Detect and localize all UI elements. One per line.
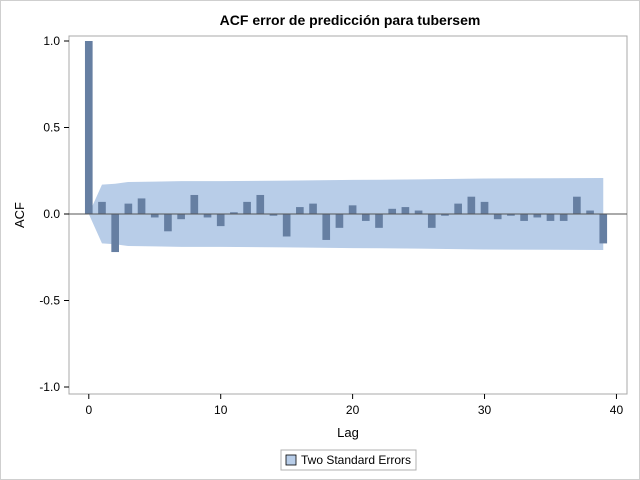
acf-bar-lag-28 bbox=[454, 203, 462, 214]
acf-bar-lag-0 bbox=[84, 41, 93, 214]
acf-bar-lag-4 bbox=[137, 198, 146, 214]
acf-bar-lag-23 bbox=[388, 208, 397, 214]
acf-bar-lag-5 bbox=[150, 214, 159, 218]
x-tick-label-0: 0 bbox=[85, 403, 92, 417]
acf-bar-lag-35 bbox=[546, 214, 555, 221]
acf-bar-lag-15 bbox=[282, 214, 291, 237]
acf-bar-lag-9 bbox=[203, 214, 212, 218]
y-axis-label: ACF bbox=[12, 202, 27, 228]
x-axis: 0 10 20 30 40 bbox=[85, 394, 623, 417]
y-tick-label-0: -1.0 bbox=[39, 380, 60, 394]
chart-title: ACF error de predicción para tubersem bbox=[220, 12, 481, 28]
acf-bar-lag-25 bbox=[414, 210, 423, 214]
acf-bar-lag-3 bbox=[124, 203, 133, 214]
acf-bar-lag-20 bbox=[348, 205, 357, 214]
acf-bar-lag-12 bbox=[243, 201, 251, 214]
acf-bar-lag-8 bbox=[190, 194, 199, 214]
legend-label: Two Standard Errors bbox=[301, 453, 411, 467]
acf-bar-lag-32 bbox=[507, 214, 515, 216]
x-tick-label-30: 30 bbox=[478, 403, 492, 417]
y-tick-label-1: -0.5 bbox=[39, 294, 60, 308]
x-tick-label-20: 20 bbox=[346, 403, 360, 417]
acf-bar-lag-36 bbox=[559, 214, 568, 221]
x-axis-label: Lag bbox=[337, 425, 359, 440]
acf-bar-lag-38 bbox=[586, 210, 594, 214]
acf-bar-lag-14 bbox=[269, 214, 278, 216]
acf-bar-lag-31 bbox=[493, 214, 502, 220]
acf-bar-lag-34 bbox=[533, 214, 542, 218]
acf-bars bbox=[84, 41, 608, 253]
acf-bar-lag-39 bbox=[599, 214, 608, 244]
acf-bar-lag-7 bbox=[177, 214, 185, 220]
acf-bar-lag-11 bbox=[230, 212, 238, 214]
acf-bar-lag-13 bbox=[256, 194, 265, 214]
y-tick-label-3: 0.5 bbox=[43, 121, 60, 135]
y-tick-label-2: 0.0 bbox=[43, 207, 60, 221]
x-tick-label-40: 40 bbox=[610, 403, 624, 417]
acf-bar-lag-33 bbox=[520, 214, 528, 221]
acf-bar-lag-22 bbox=[375, 214, 383, 228]
y-axis: -1.0 -0.5 0.0 0.5 1.0 bbox=[39, 34, 69, 394]
x-tick-label-10: 10 bbox=[214, 403, 228, 417]
acf-bar-lag-29 bbox=[467, 196, 476, 214]
acf-bar-lag-19 bbox=[335, 214, 344, 228]
acf-bar-lag-16 bbox=[296, 207, 304, 214]
acf-bar-lag-30 bbox=[480, 201, 489, 214]
legend-frame bbox=[280, 449, 417, 471]
acf-bar-lag-27 bbox=[441, 214, 449, 216]
acf-bar-lag-24 bbox=[401, 207, 410, 214]
acf-bar-lag-26 bbox=[427, 214, 436, 228]
acf-bar-lag-1 bbox=[98, 201, 106, 214]
acf-bar-lag-2 bbox=[111, 214, 119, 253]
y-tick-label-4: 1.0 bbox=[43, 34, 60, 48]
legend-swatch bbox=[285, 454, 297, 466]
acf-bar-lag-37 bbox=[573, 196, 581, 214]
legend: Two Standard Errors bbox=[280, 449, 417, 471]
acf-bar-lag-21 bbox=[361, 214, 370, 221]
acf-bar-lag-10 bbox=[216, 214, 225, 227]
acf-bar-lag-6 bbox=[164, 214, 172, 232]
acf-bar-lag-18 bbox=[322, 214, 331, 240]
acf-bar-lag-17 bbox=[309, 203, 317, 214]
